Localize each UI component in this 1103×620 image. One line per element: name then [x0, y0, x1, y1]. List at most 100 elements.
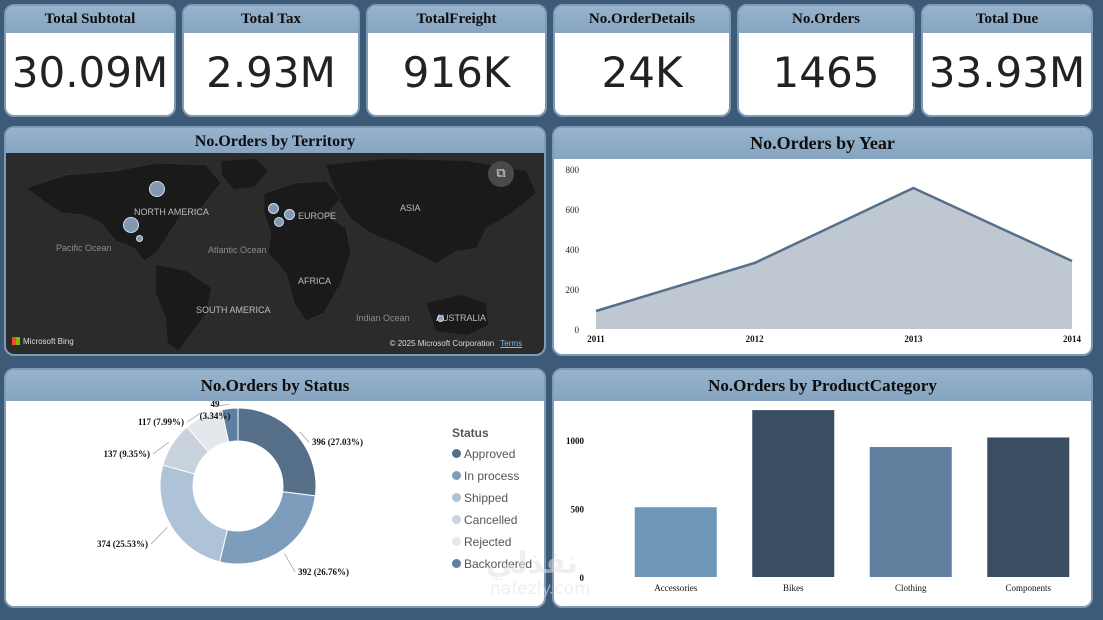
kpi-card-total-subtotal: Total Subtotal 30.09M	[4, 4, 176, 117]
year-chart-card: No.Orders by Year 0 200 400 600 800 2011 2012 2…	[552, 126, 1093, 356]
data-label: 374 (25.53%)	[97, 539, 148, 549]
donut-slice	[219, 491, 316, 565]
territory-map[interactable]: NORTH AMERICA EUROPE ASIA Pacific Ocean …	[6, 153, 544, 354]
greenland-landmass	[221, 159, 268, 189]
territory-bubble[interactable]	[437, 315, 444, 322]
donut-slice	[159, 464, 228, 563]
status-chart-card: No.Orders by Status 396 (27.03%) 392 (26.…	[4, 368, 546, 608]
x-tick-label: Clothing	[895, 583, 927, 593]
kpi-value: 2.93M	[206, 48, 336, 97]
north-america-landmass	[26, 163, 221, 261]
y-tick-label: 0	[575, 325, 580, 335]
europe-africa-landmass	[264, 181, 351, 321]
leader-line	[214, 404, 230, 407]
bar	[634, 507, 717, 577]
bar	[752, 410, 835, 577]
category-chart-card: No.Orders by ProductCategory 0 500 1000 Acc…	[552, 368, 1093, 608]
label-africa: AFRICA	[298, 276, 332, 286]
legend-dot-icon	[452, 471, 461, 480]
kpi-title: Total Tax	[184, 6, 358, 33]
kpi-title: No.OrderDetails	[555, 6, 729, 33]
legend-item[interactable]: Cancelled	[452, 512, 532, 534]
kpi-title: TotalFreight	[368, 6, 545, 33]
legend-item[interactable]: In process	[452, 468, 532, 490]
legend-label: In process	[464, 469, 520, 483]
legend-dot-icon	[452, 537, 461, 546]
kpi-card-total-due: Total Due 33.93M	[921, 4, 1093, 117]
data-label: 396 (27.03%)	[312, 437, 363, 447]
copyright-text: © 2025 Microsoft Corporation	[389, 339, 495, 348]
x-tick-label: 2012	[746, 334, 765, 344]
label-pacific-ocean: Pacific Ocean	[56, 243, 112, 253]
donut-slice	[237, 407, 317, 497]
y-tick-label: 200	[566, 285, 580, 295]
legend-item[interactable]: Approved	[452, 446, 532, 468]
series-line	[595, 186, 1073, 313]
legend-label: Rejected	[464, 535, 512, 549]
kpi-card-order-details: No.OrderDetails 24K	[553, 4, 731, 117]
status-donut-chart: 396 (27.03%) 392 (26.76%) 374 (25.53%) 137 …	[97, 401, 363, 577]
x-tick-label: 2014	[1063, 334, 1082, 344]
year-area-chart: 0 200 400 600 800 2011 2012 2013 2014	[566, 165, 1082, 344]
kpi-card-orders: No.Orders 1465	[737, 4, 915, 117]
label-north-america: NORTH AMERICA	[134, 207, 209, 217]
territory-bubble[interactable]	[136, 235, 143, 242]
x-tick-label: Accessories	[654, 583, 697, 593]
leader-line	[150, 527, 168, 545]
territory-bubble[interactable]	[149, 181, 165, 197]
legend-title: Status	[452, 426, 489, 440]
y-tick-label: 600	[566, 205, 580, 215]
y-tick-label: 500	[571, 505, 585, 515]
kpi-value: 33.93M	[928, 48, 1086, 97]
bing-label: Microsoft Bing	[23, 337, 74, 346]
legend-label: Shipped	[464, 491, 509, 505]
y-tick-label: 400	[566, 245, 580, 255]
donut-slice	[221, 407, 239, 443]
terms-link[interactable]: Terms	[500, 339, 522, 348]
kpi-title: No.Orders	[739, 6, 913, 33]
kpi-value: 1465	[772, 48, 880, 97]
bing-attribution: Microsoft Bing	[12, 337, 74, 346]
kpi-value: 24K	[601, 48, 683, 97]
legend-item[interactable]: Rejected	[452, 534, 532, 556]
bar	[987, 437, 1070, 577]
map-title: No.Orders by Territory	[6, 128, 544, 155]
data-label: 117 (7.99%)	[138, 417, 184, 427]
status-legend: Status Approved In process Shipped Cancelle…	[452, 426, 532, 578]
watermark-latin: nafezly.com	[490, 579, 591, 599]
kpi-value: 916K	[402, 48, 511, 97]
label-south-america: SOUTH AMERICA	[196, 305, 271, 315]
bar	[869, 447, 952, 577]
legend-label: Cancelled	[464, 513, 518, 527]
label-australia: AUSTRALIA	[436, 313, 487, 323]
status-chart-title: No.Orders by Status	[6, 370, 544, 401]
legend-label: Approved	[464, 447, 516, 461]
legend-item[interactable]: Backordered	[452, 556, 532, 578]
leader-line	[284, 553, 296, 573]
microsoft-logo-icon	[12, 337, 20, 345]
legend-dot-icon	[452, 559, 461, 568]
legend-label: Backordered	[464, 557, 533, 571]
kpi-card-total-freight: TotalFreight 916K	[366, 4, 547, 117]
leader-line	[186, 412, 202, 423]
area-fill	[596, 188, 1072, 329]
map-copyright: © 2025 Microsoft Corporation Terms	[390, 339, 522, 348]
watermark-arabic: نفذلي	[486, 546, 578, 581]
label-asia: ASIA	[400, 203, 421, 213]
x-tick-label: 2011	[587, 334, 605, 344]
label-indian-ocean: Indian Ocean	[356, 313, 410, 323]
territory-bubble[interactable]	[268, 203, 279, 214]
x-tick-label: 2013	[904, 334, 923, 344]
data-label: (3.34%)	[200, 411, 231, 421]
territory-bubble[interactable]	[284, 209, 295, 220]
leader-line	[299, 431, 310, 443]
legend-dot-icon	[452, 515, 461, 524]
legend-item[interactable]: Shipped	[452, 490, 532, 512]
x-tick-label: Bikes	[783, 583, 804, 593]
kpi-value: 30.09M	[11, 48, 169, 97]
focus-mode-icon[interactable]: ⧉	[488, 161, 514, 187]
data-label: 137 (9.35%)	[104, 449, 151, 459]
territory-bubble[interactable]	[123, 217, 139, 233]
territory-bubble[interactable]	[274, 217, 284, 227]
kpi-title: Total Due	[923, 6, 1091, 33]
